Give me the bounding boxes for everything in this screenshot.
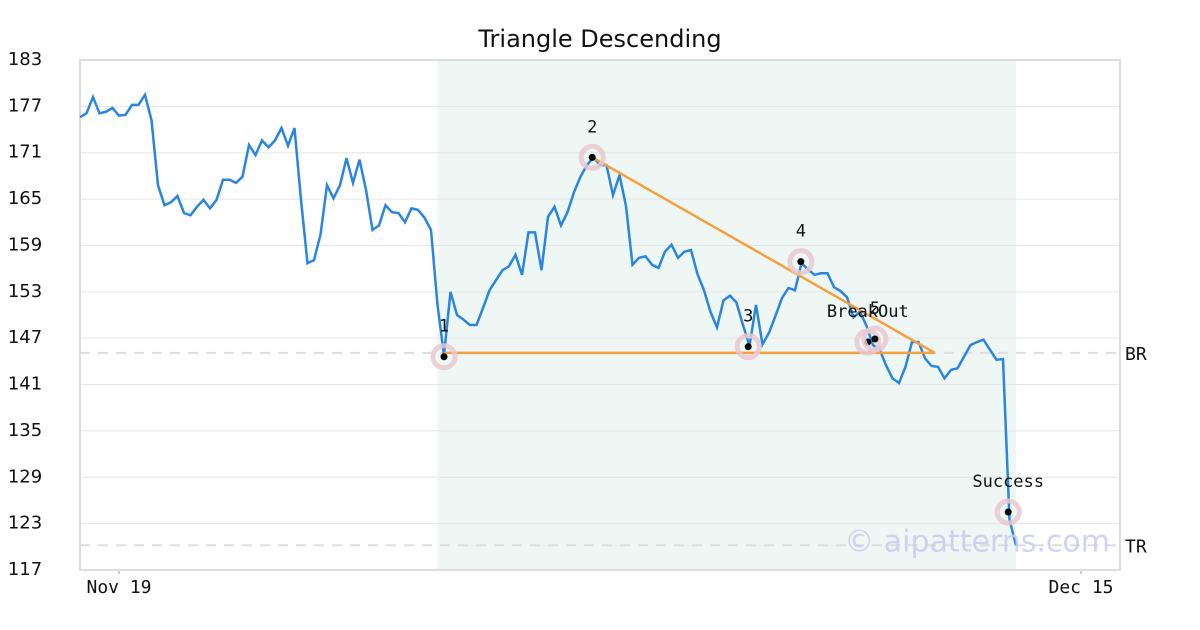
y-tick-label: 183 bbox=[8, 49, 42, 70]
chart-title: Triangle Descending bbox=[477, 25, 721, 53]
y-tick-label: 159 bbox=[8, 234, 42, 255]
marker-dot bbox=[871, 335, 879, 343]
reference-label: TR bbox=[1125, 536, 1147, 557]
marker-halo bbox=[430, 343, 458, 371]
y-tick-label: 171 bbox=[8, 142, 42, 163]
marker-label: 3 bbox=[743, 307, 753, 327]
y-tick-label: 153 bbox=[8, 281, 42, 302]
marker-label: 1 bbox=[439, 317, 449, 337]
y-tick-label: 135 bbox=[8, 420, 42, 441]
marker-halo bbox=[734, 333, 762, 361]
marker-label: 5 bbox=[870, 299, 880, 319]
highlight-band bbox=[437, 60, 1016, 570]
marker-halo bbox=[578, 143, 606, 171]
watermark: © aipatterns.com bbox=[844, 525, 1110, 560]
y-tick-label: 165 bbox=[8, 188, 42, 209]
y-tick-label: 141 bbox=[8, 374, 42, 395]
reference-label: BR bbox=[1125, 344, 1147, 365]
marker-dot bbox=[588, 153, 596, 161]
marker-halo bbox=[861, 325, 889, 353]
y-tick-label: 147 bbox=[8, 327, 42, 348]
marker-dot bbox=[1004, 508, 1012, 516]
marker-label: Success bbox=[972, 472, 1044, 492]
x-tick-label: Nov 19 bbox=[86, 577, 151, 598]
price-line bbox=[79, 91, 1018, 546]
marker-halo bbox=[787, 248, 815, 276]
marker-dot bbox=[440, 353, 448, 361]
marker-label: BreakOut bbox=[827, 302, 909, 322]
trendline bbox=[591, 156, 936, 354]
marker-dot bbox=[744, 343, 752, 351]
x-tick-label: Dec 15 bbox=[1048, 577, 1113, 598]
marker-label: 4 bbox=[796, 222, 806, 242]
y-tick-label: 129 bbox=[8, 466, 42, 487]
marker-halo bbox=[994, 498, 1022, 526]
marker-label: 2 bbox=[587, 117, 597, 137]
y-tick-label: 177 bbox=[8, 95, 42, 116]
plot-frame bbox=[79, 59, 1121, 571]
y-tick-label: 117 bbox=[8, 559, 42, 580]
y-tick-label: 123 bbox=[8, 513, 42, 534]
marker-dot bbox=[797, 258, 805, 266]
